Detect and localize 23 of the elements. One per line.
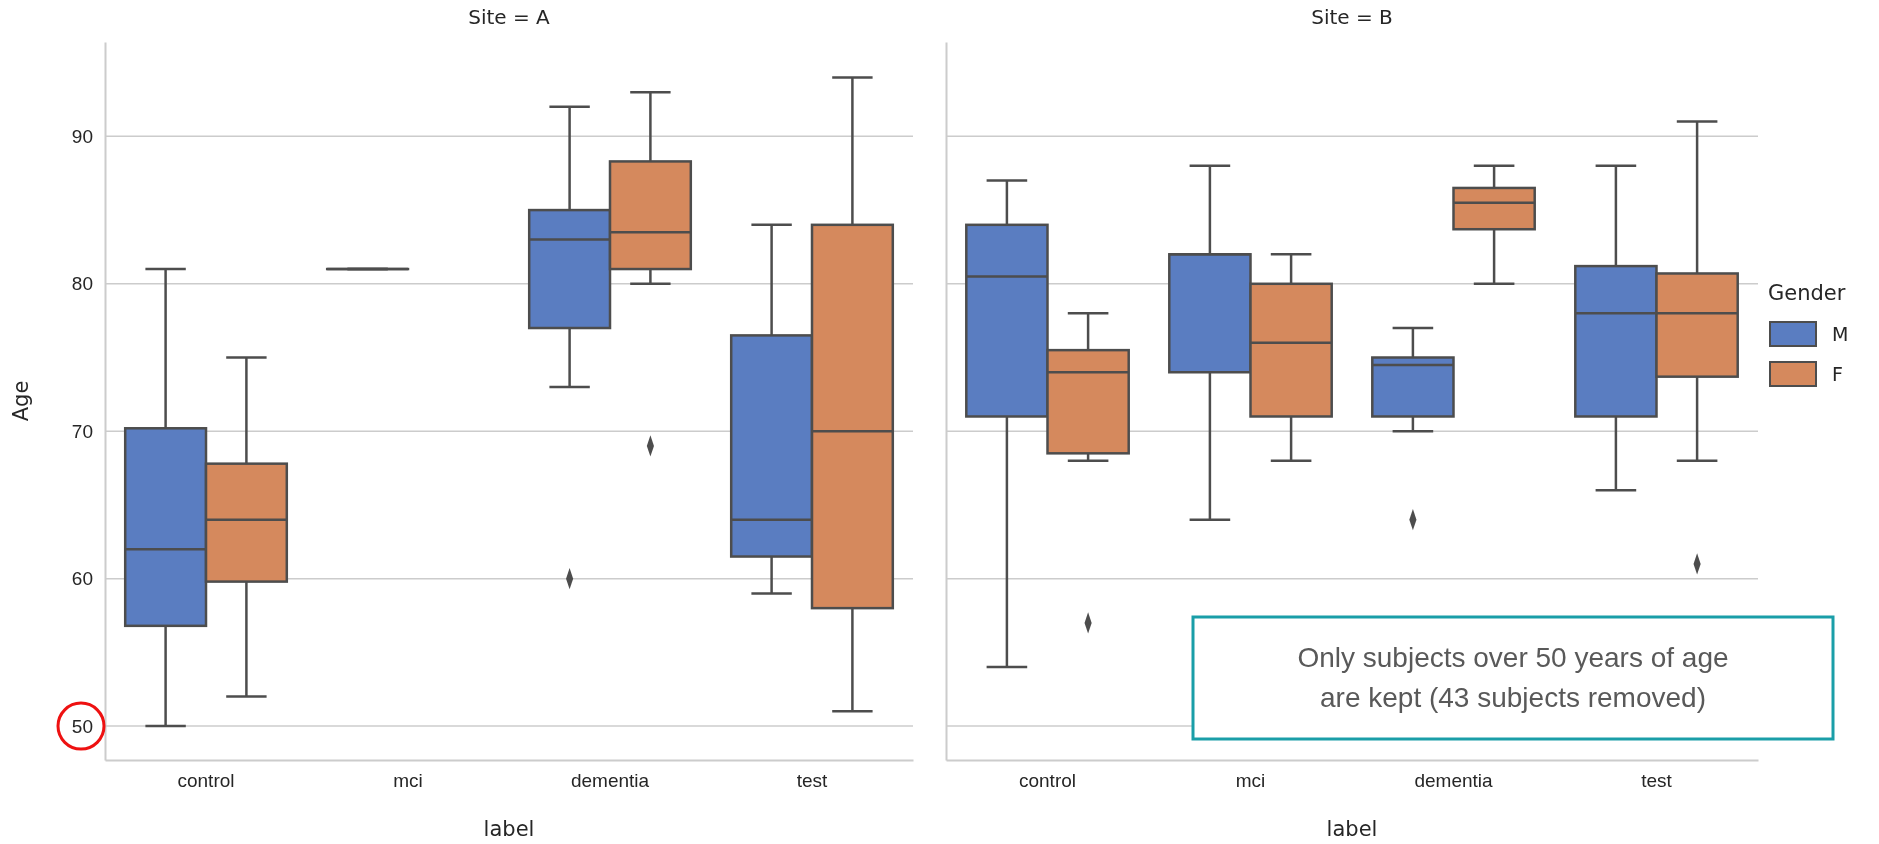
y-axis-title: Age [9, 380, 33, 422]
legend-label: F [1832, 363, 1843, 385]
note-box: Only subjects over 50 years of age are kept (43 subjects removed) [1191, 615, 1835, 741]
annotation: Only subjects over 50 years of age are kept (43 subjects removed) [1297, 642, 1729, 713]
y-tick-label: 90 [71, 125, 93, 147]
legend-title: Gender [1768, 281, 1846, 305]
chart-title: Site = A [468, 5, 551, 29]
y-tick-label: 60 [71, 568, 93, 590]
chart-title: Site = B [1311, 5, 1393, 29]
x-tick-label: control [177, 770, 235, 792]
x-tick-label: dementia [570, 770, 650, 792]
x-axis-title: label [483, 817, 535, 841]
x-tick-label: dementia [1414, 770, 1494, 792]
x-tick-label: test [1641, 770, 1673, 792]
x-tick-label: test [796, 770, 829, 792]
x-tick-label: mci [1235, 770, 1266, 792]
legend-label: M [1832, 323, 1849, 345]
x-axis-title: label [1326, 817, 1378, 841]
y-tick-label: 50 [71, 715, 93, 737]
x-tick-label: control [1018, 770, 1077, 792]
x-tick-label: mci [393, 770, 423, 792]
y-tick-label: 70 [71, 420, 93, 442]
y-tick-label: 80 [71, 273, 93, 295]
